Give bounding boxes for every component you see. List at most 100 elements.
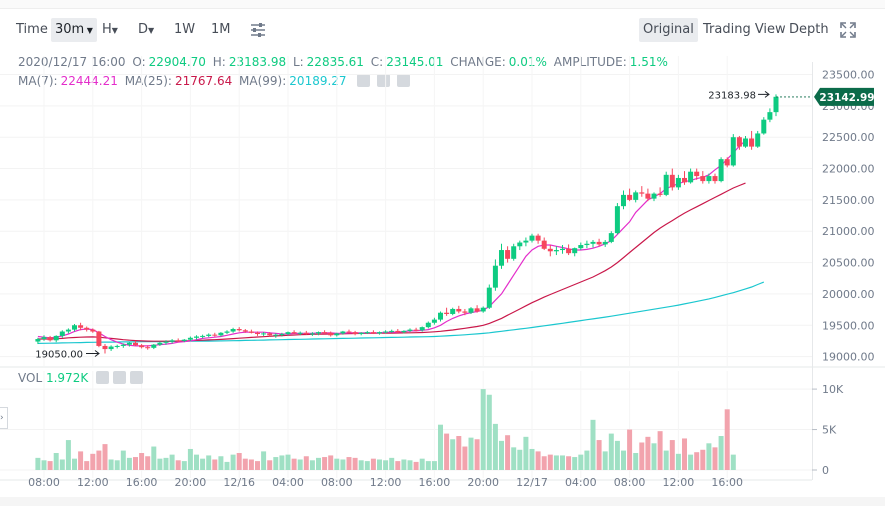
close-icon[interactable] [130,371,144,384]
volume-bar [651,443,657,470]
volume-bar [181,461,187,470]
volume-bar [84,461,90,470]
candle-body [608,233,614,242]
volume-bar [285,454,291,470]
volume-bar [608,433,614,470]
volume-bar [47,461,53,470]
candle-body [120,344,126,346]
volume-bar [590,419,596,470]
volume-bar [59,459,65,470]
candle-body [96,331,102,346]
time-tick-label: 12:00 [370,476,402,489]
volume-bar [139,453,145,470]
candle-body [438,312,443,320]
fullscreen-icon[interactable] [839,21,857,39]
time-tick-label: 04:00 [272,476,304,489]
volume-bar [621,450,626,470]
volume-bar [145,456,151,470]
candle-body [547,248,553,252]
volume-bar [230,454,236,470]
eye-icon[interactable] [96,371,110,384]
bottom-border-strip [0,497,885,506]
volume-bar [547,454,553,470]
interval-toolbar: Time 30m ▼ H▼ D▼ 1W 1M Original Trading … [0,16,885,46]
settings-icon[interactable] [377,74,391,87]
volume-bar [614,440,620,470]
candle-body [450,308,456,314]
volume-bar [712,447,718,470]
ma99-value: 20189.27 [289,74,347,88]
candle-body [328,332,334,336]
volume-info-row: VOL 1.972K [18,371,144,385]
volume-bar [425,461,431,470]
volume-bar [352,457,358,470]
volume-bar [224,461,230,470]
candle-body [200,335,206,337]
candle-body [444,312,450,314]
candle-body [383,331,389,333]
candle-body [749,138,755,147]
candle-body [194,336,199,338]
open-label: O: [132,55,146,69]
candle-body [47,337,53,341]
candle-body [657,193,663,195]
view-original-button[interactable]: Original [639,18,698,42]
volume-bar [438,424,443,470]
candle-body [688,171,694,183]
low-label: L: [292,55,304,69]
volume-bar [730,454,736,470]
ma25-value: 21767.64 [174,74,233,88]
volume-bar [602,451,608,470]
candle-body [669,174,675,188]
candle-body [651,193,657,199]
volume-bar [492,423,498,470]
interval-1w-button[interactable]: 1W [174,22,196,37]
scroll-left-icon[interactable]: › [0,407,8,429]
volume-bar [279,455,285,470]
candle-body [736,137,742,147]
candle-body [230,329,236,332]
volume-bar [566,456,572,470]
eye-icon[interactable] [357,74,371,87]
interval-1m-button[interactable]: 1M [211,22,231,37]
volume-bar [322,457,328,470]
candle-body [340,331,346,334]
candle-body [163,341,169,343]
view-tradingview-button[interactable]: Trading View [703,22,786,37]
volume-bar [694,452,700,470]
volume-bar [108,459,114,470]
hour-dropdown[interactable]: H▼ [98,18,122,42]
interval-30m-label: 30m [55,22,85,37]
volume-bar [90,453,96,470]
price-tick-label: 20500.00 [822,257,875,270]
volume-bar [499,440,504,470]
settings-icon[interactable] [113,371,127,384]
candle-body [700,176,706,182]
candle-body [413,329,419,331]
volume-bar [627,429,633,470]
volume-bar [187,448,193,470]
volume-bar [584,450,590,470]
top-border-strip [0,0,885,9]
candle-body [90,329,96,332]
volume-bar [346,457,352,470]
interval-30m-dropdown[interactable]: 30m ▼ [51,18,97,42]
candle-body [157,342,163,345]
volume-bar [364,461,370,470]
close-icon[interactable] [397,74,411,87]
volume-bar [242,458,248,470]
time-tick-label: 08:00 [321,476,353,489]
volume-bar [96,450,102,470]
volume-bar [419,458,425,470]
volume-bar [431,461,437,470]
candle-body [511,246,517,259]
candle-body [279,334,285,336]
volume-bar [523,436,529,470]
candle-body [78,325,84,328]
time-label: Time [16,22,48,37]
volume-bar [645,436,651,470]
view-depth-button[interactable]: Depth [789,22,829,37]
settings-sliders-icon[interactable] [249,21,267,39]
day-dropdown[interactable]: D▼ [134,18,158,42]
